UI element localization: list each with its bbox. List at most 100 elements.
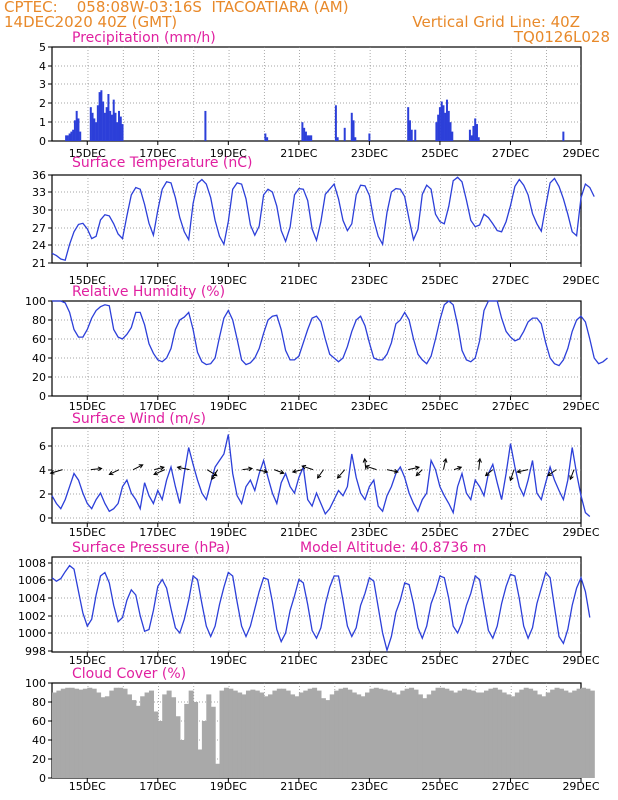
precip-bar (440, 101, 443, 141)
cloud-bar (528, 688, 534, 778)
wind-arrow (337, 469, 346, 479)
cloud-bar (100, 697, 106, 778)
cloud-bar (563, 690, 569, 778)
y-tick-label: 1 (39, 116, 46, 129)
precip-bar (95, 122, 98, 141)
cloud-bar (581, 687, 587, 778)
precip-bar (112, 99, 115, 141)
cloud-bar (157, 721, 163, 778)
x-tick-label: 15DEC (69, 654, 106, 667)
cloud-bar (131, 700, 137, 778)
y-tick-label: 80 (32, 696, 46, 709)
cloud-bar (298, 692, 304, 778)
plot-frame (51, 427, 582, 524)
wind-arrow (90, 467, 102, 471)
wind-arrow-head (569, 475, 574, 481)
x-tick-label: 25DEC (421, 654, 458, 667)
cloud-bar (439, 687, 445, 778)
cloud-bar (356, 694, 362, 778)
cloud-bar (91, 688, 97, 778)
cloud-bar (294, 696, 300, 778)
wind-arrow (177, 466, 190, 471)
x-tick-label: 17DEC (139, 147, 176, 160)
cloud-bar (104, 696, 110, 778)
wind-arrow (317, 469, 324, 479)
precip-bar (73, 120, 76, 141)
x-tick-label: 17DEC (139, 780, 176, 793)
wind-arrow-head (509, 476, 514, 482)
cloud-bar (52, 692, 58, 778)
wind-arrow-head (415, 465, 421, 471)
y-tick-label: 60 (32, 333, 46, 346)
precip-bar (449, 122, 452, 141)
plot-frame (51, 174, 582, 264)
cloud-bar (153, 711, 159, 778)
cloud-bar (303, 690, 309, 778)
precip-bar (77, 118, 80, 141)
y-tick-label: 1004 (18, 592, 46, 605)
y-tick-label: 27 (32, 222, 46, 235)
cloud-bar (470, 690, 476, 778)
cloud-bar (342, 687, 348, 778)
cloud-bar (74, 688, 80, 778)
cloud-bar (400, 690, 406, 778)
cloud-bar (444, 688, 450, 778)
series-line (52, 300, 608, 367)
precip-bar (410, 129, 413, 141)
precip-bar (414, 129, 417, 141)
precip-bar (352, 120, 355, 141)
wind-arrow-head (336, 474, 342, 479)
x-tick-label: 23DEC (351, 654, 388, 667)
cloud-bar (210, 706, 216, 778)
cloud-bar (475, 692, 481, 778)
wind-arrow (517, 469, 529, 473)
plot-frame (51, 46, 582, 142)
cloud-bar (550, 689, 556, 778)
cloud-bar (536, 694, 542, 778)
panel-title: Surface Wind (m/s) (72, 411, 206, 427)
cloud-bar (510, 696, 516, 778)
wind-arrow-head (279, 469, 285, 475)
precip-bar (368, 133, 371, 141)
cloud-bar (109, 690, 115, 778)
wind-arrow (386, 469, 398, 473)
cloud-bar (118, 687, 124, 778)
y-tick-label: 0 (39, 390, 46, 403)
x-tick-label: 15DEC (69, 274, 106, 287)
precip-bar (472, 125, 475, 141)
precip-bar (407, 107, 410, 141)
y-tick-label: 0 (39, 512, 46, 525)
x-tick-label: 21DEC (280, 274, 317, 287)
precip-bar (470, 135, 473, 141)
precip-bar (445, 99, 448, 141)
precip-bar (303, 127, 306, 141)
model-altitude-label: Model Altitude: 40.8736 m (300, 540, 486, 556)
x-tick-label: 19DEC (210, 274, 247, 287)
wind-arrow (485, 469, 494, 477)
cloud-bar (351, 692, 357, 778)
y-tick-label: 40 (32, 734, 46, 747)
x-tick-label: 19DEC (210, 147, 247, 160)
wind-arrow-head (364, 464, 370, 470)
precip-bar (301, 122, 304, 141)
precip-bar (102, 101, 105, 141)
header-line2-left: 14DEC2020 40Z (GMT) (4, 13, 178, 31)
x-tick-label: 25DEC (421, 780, 458, 793)
y-tick-label: 1002 (18, 610, 46, 623)
wind-arrow (256, 469, 268, 473)
cloud-bar (96, 692, 102, 778)
y-tick-label: 1006 (18, 574, 46, 587)
y-tick-label: 3 (39, 78, 46, 91)
x-tick-label: 23DEC (351, 780, 388, 793)
precip-bar (562, 131, 565, 141)
precip-bar (334, 105, 337, 141)
plot-frame (51, 300, 582, 397)
x-tick-label: 15DEC (69, 526, 106, 539)
cloud-bar (426, 694, 432, 778)
cloud-bar (523, 687, 529, 778)
precip-bar (474, 118, 477, 141)
header-line2-right: TQ0126L028 (513, 28, 610, 46)
x-tick-label: 25DEC (421, 274, 458, 287)
precip-bar (100, 90, 103, 141)
wind-arrow (569, 469, 575, 480)
